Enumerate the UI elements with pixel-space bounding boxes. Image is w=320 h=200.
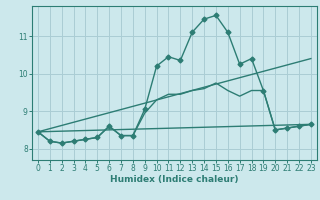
X-axis label: Humidex (Indice chaleur): Humidex (Indice chaleur) [110,175,239,184]
